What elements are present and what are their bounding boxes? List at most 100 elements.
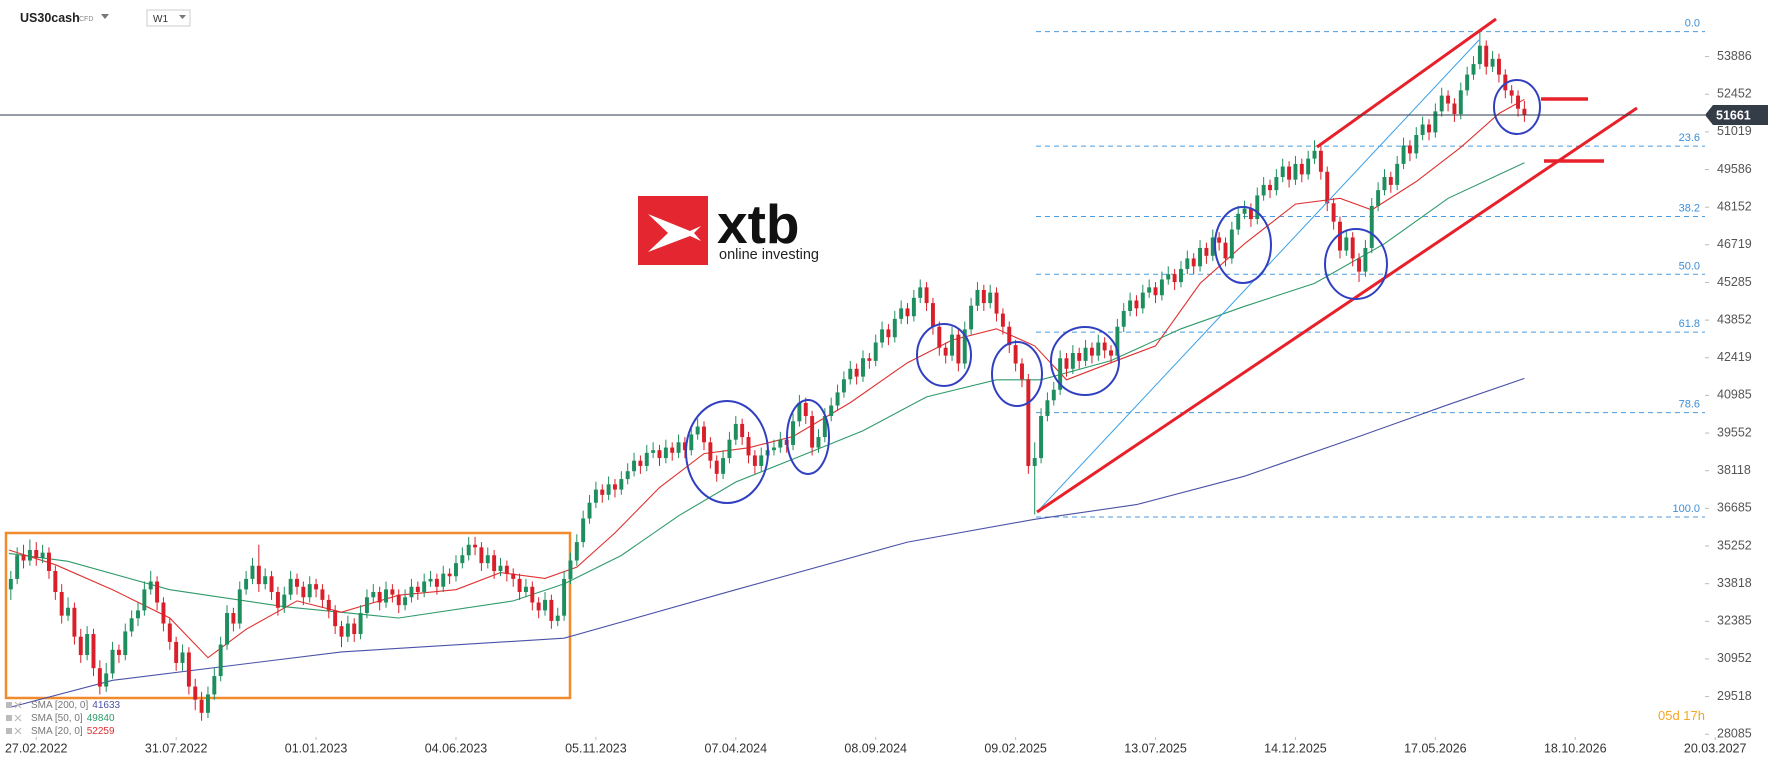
- candle-body: [492, 555, 497, 572]
- candle-body: [352, 623, 357, 635]
- candle-body: [555, 615, 560, 621]
- candle-body: [740, 423, 745, 438]
- candle-body: [841, 379, 846, 393]
- candle-body: [275, 592, 280, 608]
- timeframe-box[interactable]: [146, 9, 191, 27]
- candle-body: [854, 368, 859, 377]
- y-tick-label: 42419: [1717, 350, 1752, 364]
- candle-body: [78, 636, 83, 656]
- candle-body: [1070, 353, 1075, 369]
- logo: xtb online investing: [638, 193, 819, 265]
- candle-body: [136, 610, 140, 619]
- candle-body: [288, 578, 293, 595]
- candle-body: [263, 576, 268, 585]
- candle-body: [371, 592, 376, 598]
- candle-body: [21, 555, 26, 561]
- candle-body: [861, 358, 865, 377]
- candle-body: [161, 602, 166, 624]
- candle-body: [1439, 95, 1444, 112]
- candle-body: [1388, 177, 1393, 185]
- candle-body: [1204, 247, 1209, 256]
- candle-body: [441, 573, 446, 587]
- legend-icon: [6, 715, 12, 721]
- candle-body: [104, 673, 109, 687]
- candle-body: [1325, 171, 1330, 204]
- candle-body: [59, 592, 64, 616]
- price-tag: [1705, 105, 1768, 126]
- candle-body: [1013, 345, 1018, 364]
- candle-body: [167, 623, 172, 642]
- timeframe-dropdown[interactable]: [179, 15, 186, 19]
- candle-body: [1484, 45, 1489, 67]
- candle-body: [447, 573, 452, 577]
- fib-label: 61.8: [1679, 318, 1700, 330]
- candle-body: [956, 334, 961, 364]
- candle-body: [1293, 163, 1298, 180]
- candle-body: [930, 303, 935, 327]
- candle-body: [72, 607, 77, 637]
- x-tick-label: 18.10.2026: [1544, 741, 1607, 755]
- candle-body: [66, 607, 71, 616]
- candle-body: [142, 589, 147, 611]
- range-box: [4, 531, 572, 700]
- upper-trendline: [1316, 17, 1497, 149]
- candle-body: [1083, 347, 1088, 361]
- candle-body: [791, 421, 796, 445]
- timeframe[interactable]: W1: [153, 14, 168, 25]
- circle: [786, 399, 830, 475]
- candle-body: [702, 426, 706, 443]
- tagline: online investing: [719, 247, 819, 263]
- candle-body: [1395, 163, 1400, 185]
- circles: [685, 79, 1541, 504]
- y-tick-label: 51019: [1717, 124, 1752, 138]
- x-tick-label: 09.02.2025: [984, 741, 1047, 755]
- candle-body: [1337, 221, 1342, 251]
- sma-line: [8, 377, 1525, 709]
- candle-body: [40, 552, 45, 558]
- candle-body: [797, 402, 802, 422]
- x-tick-label: 05.11.2023: [565, 741, 627, 755]
- candle-body: [1376, 190, 1381, 206]
- annotations: xtb online investing US30cash CFD W1 05d…: [20, 9, 1705, 723]
- candle-body: [1357, 258, 1362, 272]
- candle-body: [174, 641, 179, 663]
- circle: [1214, 206, 1272, 284]
- candle-body: [396, 594, 401, 606]
- candle-body: [1331, 203, 1336, 222]
- candle-body: [1058, 358, 1063, 390]
- candle-body: [333, 610, 338, 627]
- candle-body: [1159, 279, 1164, 296]
- candle-body: [1077, 353, 1082, 361]
- timer: 05d 17h: [1658, 708, 1705, 723]
- candle-body: [326, 599, 331, 611]
- y-tick-label: 32385: [1717, 614, 1752, 628]
- candle-body: [504, 565, 509, 574]
- symbol[interactable]: US30cash: [20, 11, 80, 25]
- candle-body: [562, 578, 567, 616]
- candle-body: [498, 565, 503, 572]
- candle-body: [237, 589, 242, 624]
- candle-body: [422, 581, 427, 593]
- candle-body: [1020, 363, 1024, 380]
- candle-body: [638, 460, 643, 466]
- candle-body: [873, 342, 878, 361]
- candle-body: [899, 308, 904, 319]
- candle-body: [97, 668, 102, 687]
- symbol-dropdown[interactable]: [101, 14, 109, 19]
- candle-body: [1414, 135, 1419, 154]
- candle-body: [543, 599, 547, 611]
- x-tick-label: 17.05.2026: [1404, 741, 1467, 755]
- candle-body: [212, 676, 217, 695]
- candle-body: [962, 329, 967, 364]
- candle-body: [180, 652, 185, 663]
- legend-value: 41633: [92, 700, 120, 711]
- candle-body: [1433, 111, 1438, 133]
- x-tick-label: 01.01.2023: [285, 741, 348, 755]
- candle-body: [307, 584, 312, 598]
- candle-body: [91, 634, 96, 669]
- candle-body: [199, 699, 204, 713]
- candle-body: [1032, 458, 1037, 466]
- candle-body: [1096, 342, 1101, 356]
